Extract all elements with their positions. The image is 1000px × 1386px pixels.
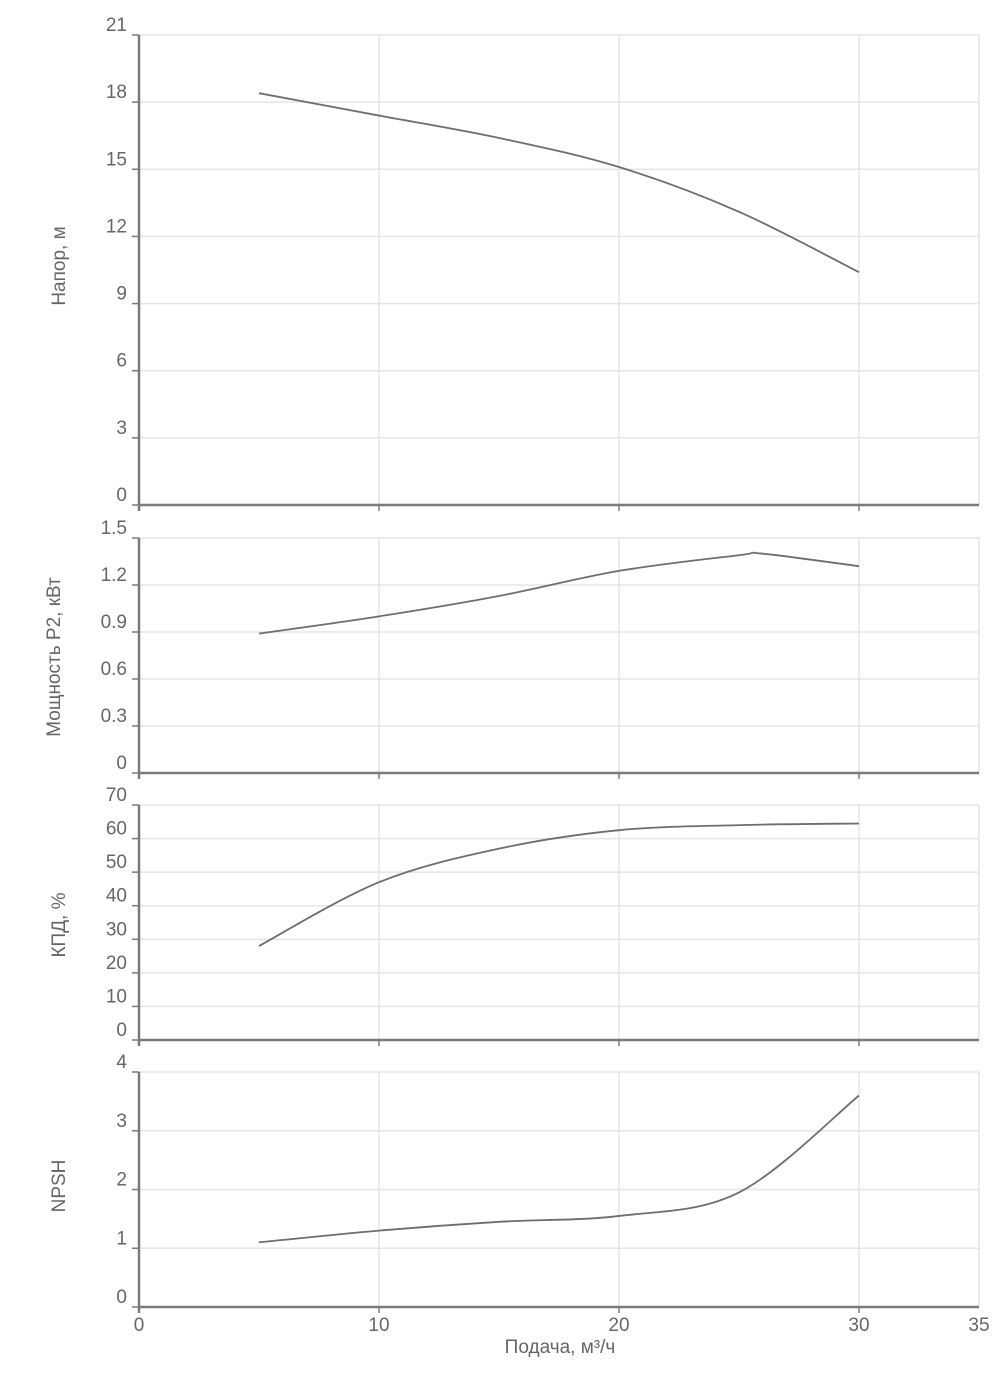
y-tick-label: 18 xyxy=(106,82,127,103)
x-axis-label: Подача, м³/ч xyxy=(504,1337,616,1358)
y-tick-label: 0 xyxy=(116,1020,127,1041)
curve-npsh xyxy=(258,1094,860,1244)
y-tick-label: 3 xyxy=(116,418,127,439)
y-tick-label: 1.5 xyxy=(101,518,127,539)
y-label-head: Напор, м xyxy=(49,226,70,306)
y-tick-label: 0.3 xyxy=(101,706,127,727)
y-tick-label: 15 xyxy=(106,149,127,170)
y-tick-label: 9 xyxy=(116,284,127,305)
y-tick-label: 6 xyxy=(116,351,127,372)
y-tick-label: 50 xyxy=(106,852,127,873)
y-tick-label: 20 xyxy=(106,953,127,974)
y-tick-label: 0 xyxy=(116,1287,127,1308)
y-label-npsh: NPSH xyxy=(49,1159,70,1213)
panel-efficiency: 0 10 20 30 40 50 60 70 xyxy=(106,785,980,1046)
y-tick-label: 10 xyxy=(106,986,127,1007)
panel-power: 0 0.3 0.6 0.9 1.2 1.5 xyxy=(101,518,980,779)
y-tick-label: 0 xyxy=(116,753,127,774)
y-tick-label: 60 xyxy=(106,819,127,840)
y-tick-label: 21 xyxy=(106,15,127,36)
y-tick-label: 4 xyxy=(116,1052,127,1073)
y-tick-label: 0.6 xyxy=(101,659,127,680)
curve-head xyxy=(258,92,860,274)
y-label-power: Мощность P2, кВт xyxy=(44,577,65,737)
panel-head: 0 3 6 9 12 15 18 21 xyxy=(106,15,980,511)
y-tick-label: 30 xyxy=(106,919,127,940)
y-tick-label: 12 xyxy=(106,216,127,237)
y-tick-label: 40 xyxy=(106,886,127,907)
y-tick-label: 70 xyxy=(106,785,127,806)
curve-efficiency xyxy=(258,822,860,947)
y-tick-label: 3 xyxy=(116,1111,127,1132)
y-tick-label: 1 xyxy=(116,1228,127,1249)
curve-power xyxy=(258,551,860,635)
x-tick-label: 20 xyxy=(608,1315,629,1336)
x-tick-label: 10 xyxy=(368,1315,389,1336)
y-tick-label: 1.2 xyxy=(101,565,127,586)
y-tick-label: 0 xyxy=(116,485,127,506)
x-tick-label: 30 xyxy=(848,1315,869,1336)
y-tick-label: 0.9 xyxy=(101,612,127,633)
x-tick-label: 35 xyxy=(968,1315,989,1336)
panel-npsh: 0 1 2 3 4 0 10 20 30 35 xyxy=(116,1052,989,1336)
y-label-efficiency: КПД, % xyxy=(49,892,70,958)
x-tick-label: 0 xyxy=(134,1315,145,1336)
y-tick-label: 2 xyxy=(116,1170,127,1191)
